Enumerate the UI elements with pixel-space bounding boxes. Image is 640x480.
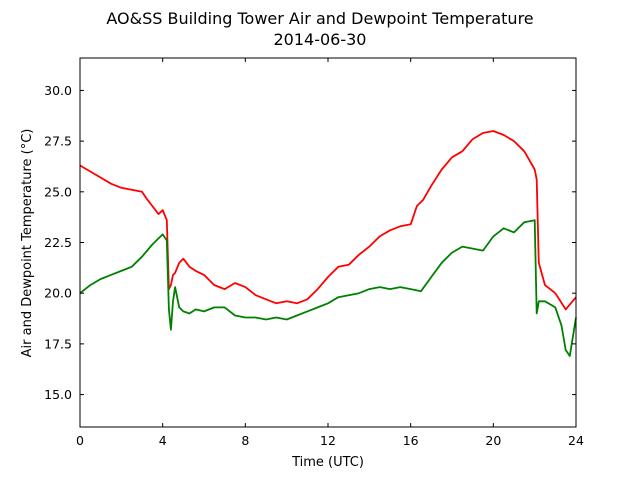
x-tick-label: 0 — [76, 433, 84, 448]
y-axis-label: Air and Dewpoint Temperature (°C) — [20, 129, 35, 358]
plot-area: 0 4 8 12 16 20 24 15.0 17.5 20.0 22.5 25.0 27.5 30.0 — [44, 57, 584, 448]
y-tick-label: 17.5 — [44, 336, 72, 351]
x-axis-ticks: 0 4 8 12 16 20 24 — [76, 58, 584, 448]
chart-subtitle: 2014-06-30 — [274, 30, 367, 49]
x-tick-label: 20 — [485, 433, 501, 448]
series-layer — [79, 130, 577, 357]
y-tick-label: 27.5 — [44, 134, 72, 149]
y-axis-ticks: 15.0 17.5 20.0 22.5 25.0 27.5 30.0 — [44, 83, 576, 402]
x-tick-label: 16 — [403, 433, 419, 448]
y-tick-label: 22.5 — [44, 235, 72, 250]
y-tick-label: 15.0 — [44, 387, 72, 402]
x-axis-label: Time (UTC) — [291, 455, 364, 470]
x-tick-label: 24 — [568, 433, 584, 448]
y-tick-label: 30.0 — [44, 83, 72, 98]
chart-title: AO&SS Building Tower Air and Dewpoint Te… — [106, 9, 533, 28]
x-tick-label: 12 — [320, 433, 336, 448]
y-tick-label: 20.0 — [44, 286, 72, 301]
y-tick-label: 25.0 — [44, 184, 72, 199]
series-line-2 — [79, 219, 577, 357]
x-tick-label: 8 — [241, 433, 249, 448]
series-line-1 — [79, 130, 577, 311]
x-tick-label: 4 — [159, 433, 167, 448]
